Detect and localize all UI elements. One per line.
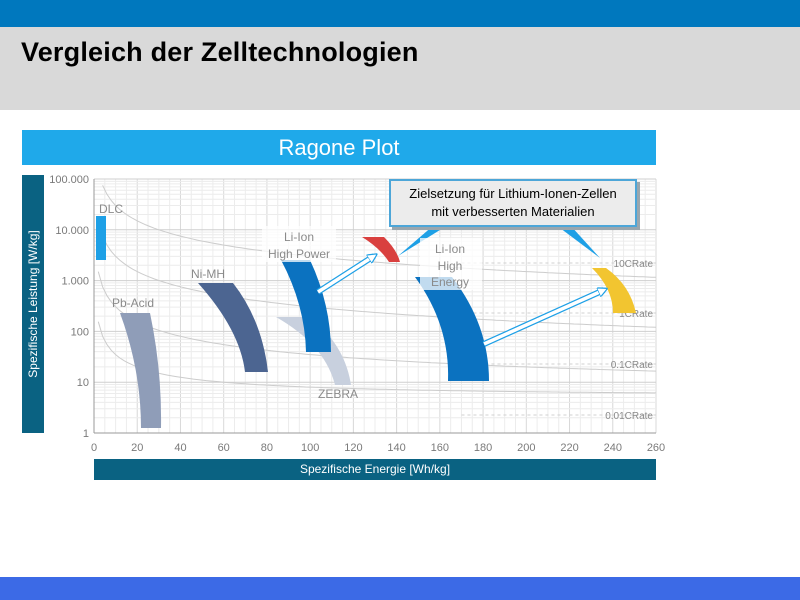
x-tick-label: 120 [344, 442, 362, 454]
y-axis-label-bar [22, 175, 44, 433]
target-high-energy-band [592, 268, 636, 313]
x-tick-label: 220 [560, 442, 578, 454]
series-label-li-ion-hp-1: Li-Ion [284, 230, 314, 244]
callout-line-2: mit verbesserten Materialien [431, 204, 595, 219]
x-tick-label: 180 [474, 442, 492, 454]
target-callout: Zielsetzung für Lithium-Ionen-Zellen mit… [389, 179, 637, 227]
bottom-accent-bar [0, 577, 800, 600]
y-tick-label: 10 [77, 377, 89, 389]
x-tick-label: 40 [174, 442, 186, 454]
y-tick-label: 1 [83, 428, 89, 440]
li-ion-high-energy-band [415, 277, 489, 381]
label-bg-li-ion-he [420, 238, 482, 290]
x-tick-label: 100 [301, 442, 319, 454]
ni-mh-band [198, 283, 268, 372]
x-tick-label: 200 [517, 442, 535, 454]
slide-title: Vergleich der Zelltechnologien [21, 37, 419, 67]
series-label-li-ion-hp-2: High Power [268, 247, 330, 261]
series-label-li-ion-he-2: High [438, 259, 463, 273]
callout-line-1: Zielsetzung für Lithium-Ionen-Zellen [409, 186, 617, 201]
callout-pointer-right [556, 225, 600, 258]
x-tick-label: 160 [431, 442, 449, 454]
y-tick-label: 100 [71, 326, 89, 338]
title-bar [0, 27, 800, 110]
x-tick-label: 140 [387, 442, 405, 454]
improvement-arrow-high-power-inner [317, 256, 374, 294]
label-bg-li-ion-hp [262, 226, 336, 262]
dlc-band [96, 216, 106, 260]
pb-acid-band [120, 313, 162, 428]
c-rate-label: 0.01CRate [605, 411, 653, 422]
discharge-curve [102, 185, 657, 278]
chart-title: Ragone Plot [22, 130, 656, 165]
x-tick-label: 60 [218, 442, 230, 454]
series-label-ni-mh: Ni-MH [191, 267, 225, 281]
c-rate-label: 0.1CRate [611, 360, 654, 371]
series-label-zebra: ZEBRA [318, 387, 358, 401]
target-high-power-band [362, 237, 400, 262]
zebra-band [276, 317, 351, 385]
top-accent-bar [0, 0, 800, 27]
series-label-li-ion-he-1: Li-Ion [435, 242, 465, 256]
discharge-curve [97, 220, 657, 328]
x-tick-label: 0 [91, 442, 97, 454]
series-label-pb-acid: Pb-Acid [112, 296, 154, 310]
x-tick-label: 80 [261, 442, 273, 454]
c-rate-label: 1CRate [619, 309, 653, 320]
c-rate-label: 10CRate [614, 259, 654, 270]
discharge-curve [97, 321, 656, 394]
y-tick-label: 1.000 [61, 276, 89, 288]
x-tick-label: 240 [604, 442, 622, 454]
x-tick-label: 20 [131, 442, 143, 454]
y-tick-label: 100.000 [49, 174, 89, 186]
y-tick-label: 10.000 [55, 225, 89, 237]
x-axis-label: Spezifische Energie [Wh/kg] [94, 459, 656, 480]
li-ion-high-power-band [281, 260, 331, 352]
discharge-curve [97, 271, 657, 372]
x-tick-label: 260 [647, 442, 665, 454]
series-label-dlc: DLC [99, 202, 123, 216]
series-label-li-ion-he-3: Energy [431, 275, 469, 289]
improvement-arrow-high-energy-inner [483, 290, 604, 346]
